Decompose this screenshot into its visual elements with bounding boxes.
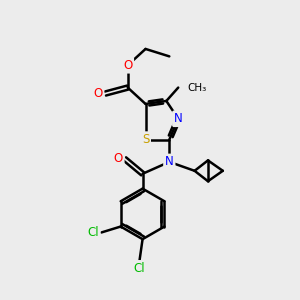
- Text: O: O: [93, 87, 103, 100]
- Text: O: O: [114, 152, 123, 165]
- Text: CH₃: CH₃: [188, 82, 207, 93]
- Text: O: O: [123, 59, 132, 72]
- Text: Cl: Cl: [87, 226, 99, 239]
- Text: N: N: [174, 112, 183, 125]
- Text: S: S: [142, 133, 149, 146]
- Text: Cl: Cl: [134, 262, 146, 275]
- Text: N: N: [165, 155, 174, 168]
